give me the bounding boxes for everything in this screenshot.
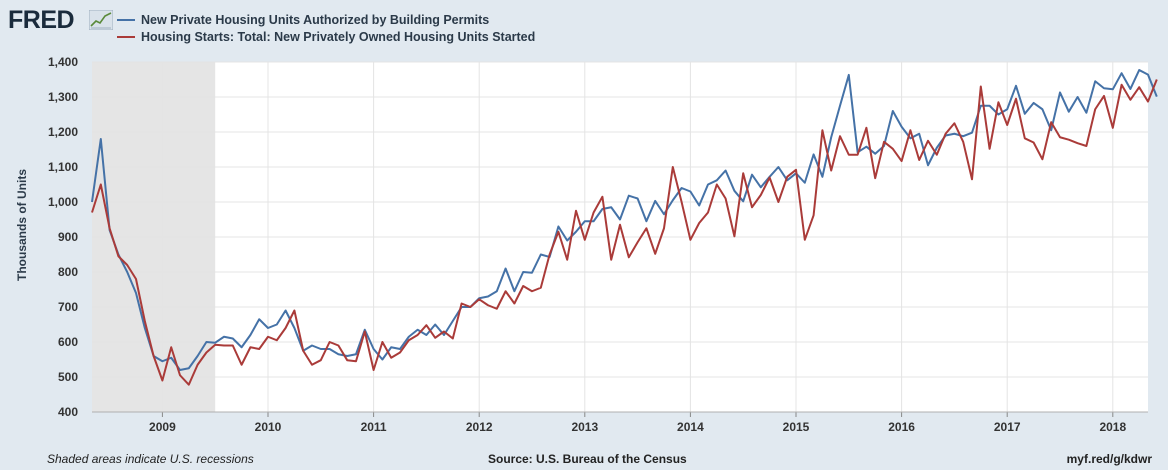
legend-swatch-permits <box>117 18 135 21</box>
y-tick-label: 1,100 <box>48 160 78 174</box>
legend-swatch-starts <box>117 35 135 38</box>
line-chart: 400 500 600 700 800 900 1,000 1,100 1,200 1,300 1,… <box>15 55 1158 434</box>
x-tick-label: 2013 <box>571 420 598 434</box>
series-lines <box>91 69 1158 386</box>
series-line-1 <box>91 79 1158 386</box>
chart-header: FRED New Private Housing Units Authorize… <box>0 0 1168 50</box>
fred-logo[interactable]: FRED <box>8 6 75 34</box>
x-axis: 2009 2010 2011 2012 2013 2014 2015 2016 2017 2018 <box>92 411 1148 434</box>
x-tick-label: 2012 <box>466 420 493 434</box>
x-tick-label: 2018 <box>1099 420 1126 434</box>
y-tick-label: 500 <box>58 370 78 384</box>
fred-logo-graph-icon <box>89 10 113 30</box>
source-note: Source: U.S. Bureau of the Census <box>488 452 687 466</box>
x-tick-label: 2016 <box>888 420 915 434</box>
legend-label-permits: New Private Housing Units Authorized by … <box>141 12 490 27</box>
x-tick-label: 2009 <box>149 420 176 434</box>
recession-note: Shaded areas indicate U.S. recessions <box>47 452 254 466</box>
legend-label-starts: Housing Starts: Total: New Privately Own… <box>141 29 536 44</box>
legend-item-starts[interactable]: Housing Starts: Total: New Privately Own… <box>117 28 535 45</box>
y-tick-label: 800 <box>58 265 78 279</box>
y-tick-label: 1,000 <box>48 195 78 209</box>
y-tick-label: 600 <box>58 335 78 349</box>
y-tick-label: 1,200 <box>48 125 78 139</box>
x-tick-label: 2010 <box>255 420 282 434</box>
x-tick-label: 2011 <box>361 420 387 434</box>
y-tick-label: 1,400 <box>48 55 78 69</box>
chart-legend: New Private Housing Units Authorized by … <box>117 11 535 45</box>
y-tick-label: 900 <box>58 230 78 244</box>
chart-footer: Shaded areas indicate U.S. recessions So… <box>0 450 1168 470</box>
y-axis: 400 500 600 700 800 900 1,000 1,100 1,200 1,300 1,… <box>48 55 78 419</box>
x-tick-label: 2017 <box>994 420 1021 434</box>
x-tick-label: 2014 <box>677 420 704 434</box>
y-tick-label: 400 <box>58 405 78 419</box>
y-axis-label: Thousands of Units <box>15 169 29 281</box>
y-tick-label: 700 <box>58 300 78 314</box>
y-tick-label: 1,300 <box>48 90 78 104</box>
x-tick-label: 2015 <box>783 420 810 434</box>
legend-item-permits[interactable]: New Private Housing Units Authorized by … <box>117 11 535 28</box>
short-url-link[interactable]: myf.red/g/kdwr <box>1066 452 1152 466</box>
